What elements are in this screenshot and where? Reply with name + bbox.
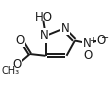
Text: O: O xyxy=(5,64,14,77)
Text: O: O xyxy=(96,34,106,47)
Text: N: N xyxy=(61,22,69,35)
Text: N: N xyxy=(83,37,92,50)
Text: −: − xyxy=(101,33,109,43)
Text: N: N xyxy=(40,29,48,42)
Text: O: O xyxy=(16,34,25,47)
Text: +: + xyxy=(89,36,96,45)
Text: HO: HO xyxy=(34,11,52,24)
Text: O: O xyxy=(83,49,92,62)
Text: O: O xyxy=(13,58,22,71)
Text: CH₃: CH₃ xyxy=(1,66,19,76)
